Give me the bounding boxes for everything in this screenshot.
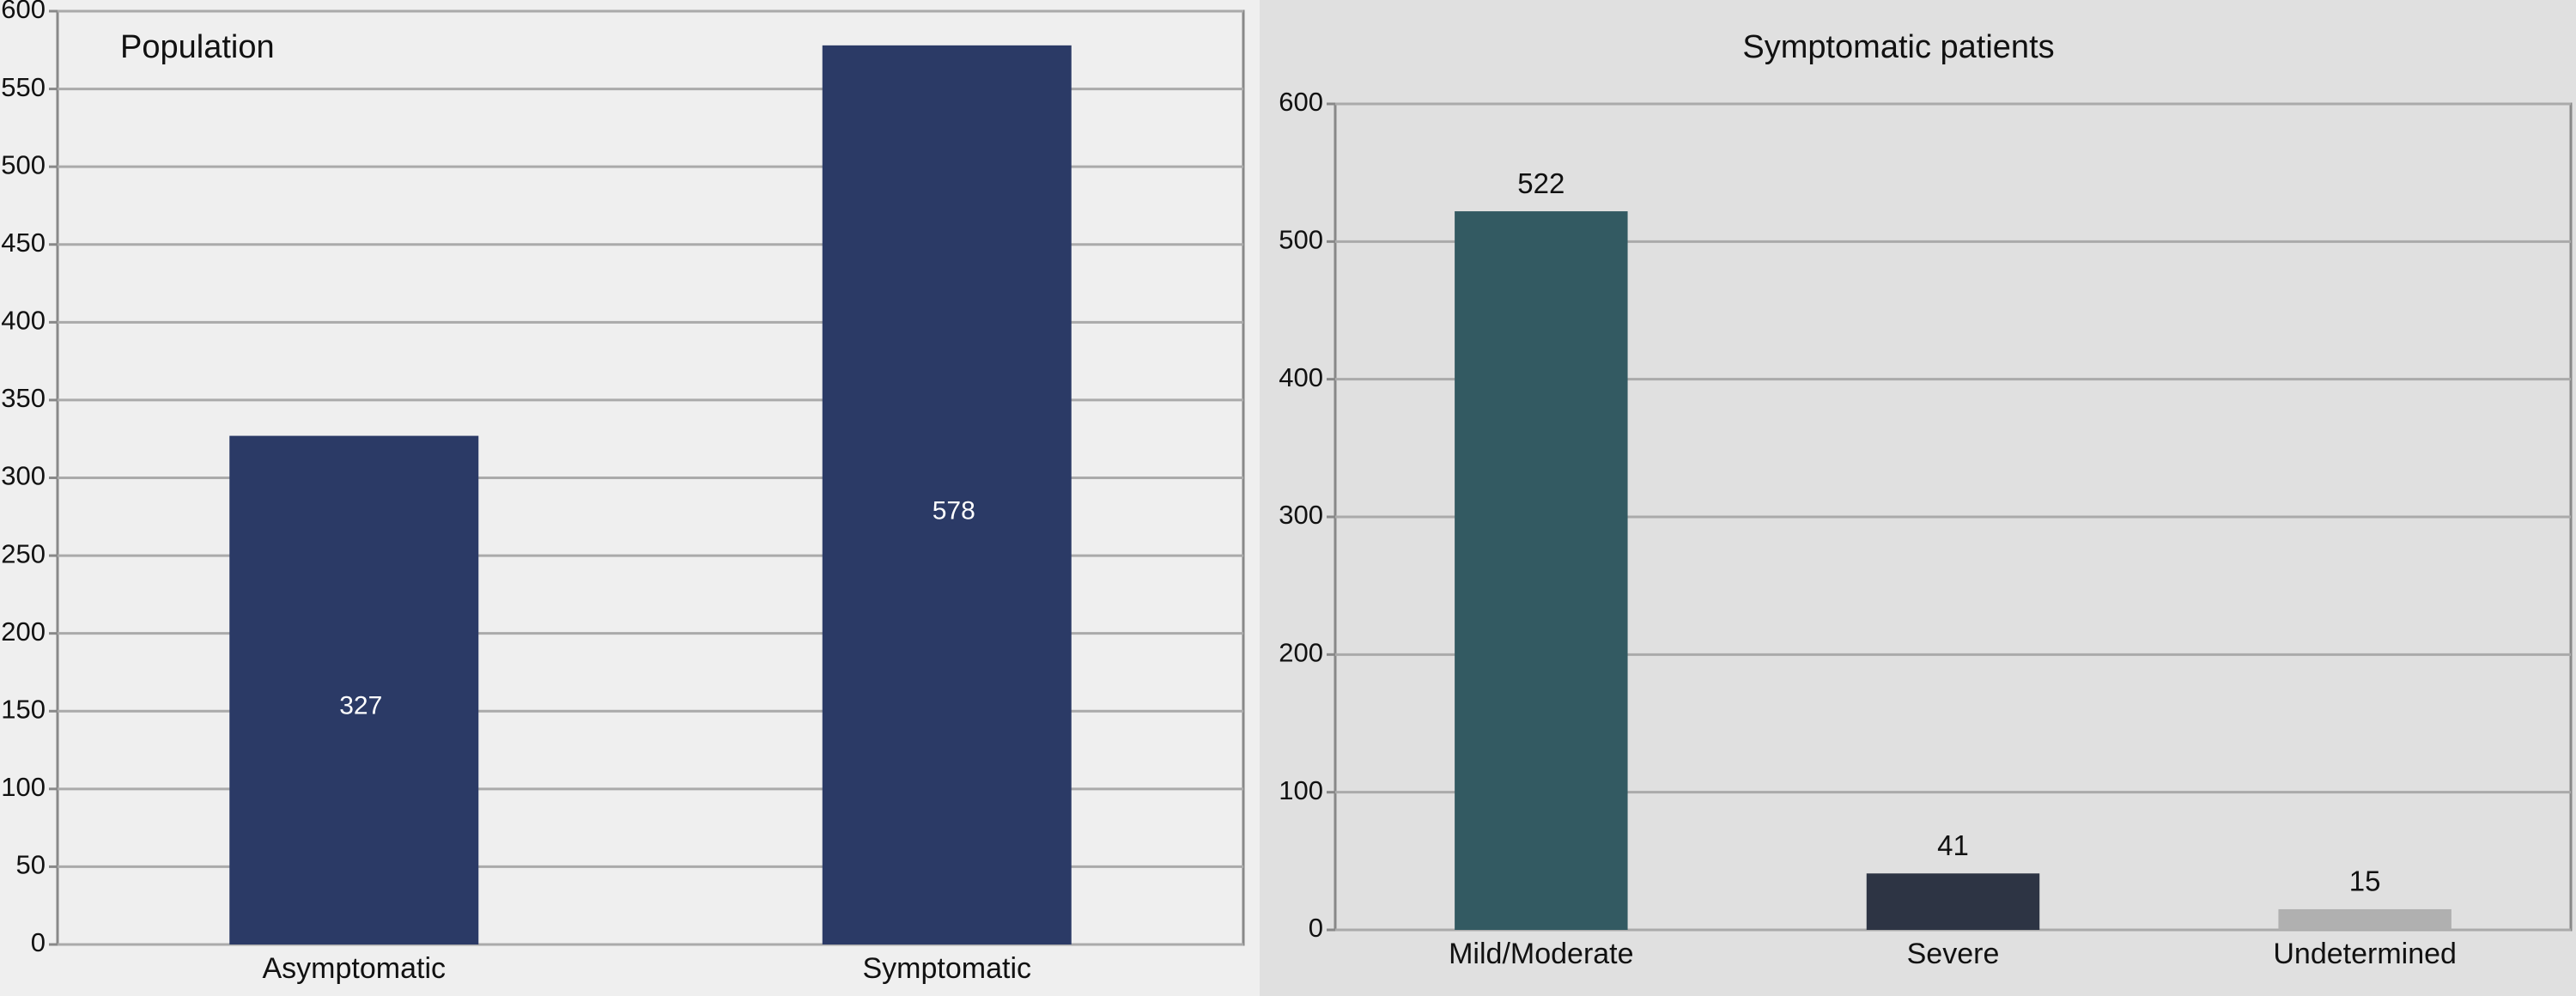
y-tick-label: 50: [16, 850, 46, 880]
y-tick-label: 300: [1279, 500, 1323, 530]
data-label: 15: [2349, 865, 2381, 897]
y-tick-label: 150: [1, 694, 46, 724]
bar: [1455, 211, 1628, 930]
y-tick-label: 450: [1, 228, 46, 258]
y-tick-label: 350: [1, 383, 46, 413]
chart-title: Population: [120, 29, 275, 65]
y-tick-label: 300: [1, 461, 46, 491]
x-tick-label: Mild/Moderate: [1449, 938, 1633, 970]
bar: [1866, 873, 2040, 930]
y-tick-label: 100: [1, 772, 46, 802]
y-tick-label: 200: [1279, 638, 1323, 668]
y-tick-label: 400: [1279, 362, 1323, 392]
bar: [229, 435, 479, 945]
x-tick-label: Undetermined: [2273, 938, 2457, 970]
data-label: 522: [1517, 167, 1564, 199]
y-tick-label: 0: [1309, 913, 1323, 943]
y-tick-label: 100: [1279, 775, 1323, 805]
y-tick-label: 600: [1279, 87, 1323, 117]
y-tick-label: 200: [1, 616, 46, 647]
y-tick-label: 550: [1, 72, 46, 102]
bar: [822, 45, 1072, 944]
bar: [2278, 908, 2451, 930]
y-tick-label: 250: [1, 538, 46, 568]
data-label: 327: [339, 692, 382, 720]
y-tick-label: 600: [1, 0, 46, 24]
y-tick-label: 0: [31, 927, 46, 957]
data-label: 41: [1937, 829, 1969, 861]
y-tick-label: 400: [1, 306, 46, 336]
x-tick-label: Asymptomatic: [263, 952, 447, 985]
x-tick-label: Severe: [1907, 938, 2000, 970]
y-tick-label: 500: [1279, 225, 1323, 255]
chart-title: Symptomatic patients: [1742, 29, 2054, 65]
x-tick-label: Symptomatic: [863, 952, 1032, 985]
y-tick-label: 500: [1, 149, 46, 179]
data-label: 578: [933, 496, 975, 525]
